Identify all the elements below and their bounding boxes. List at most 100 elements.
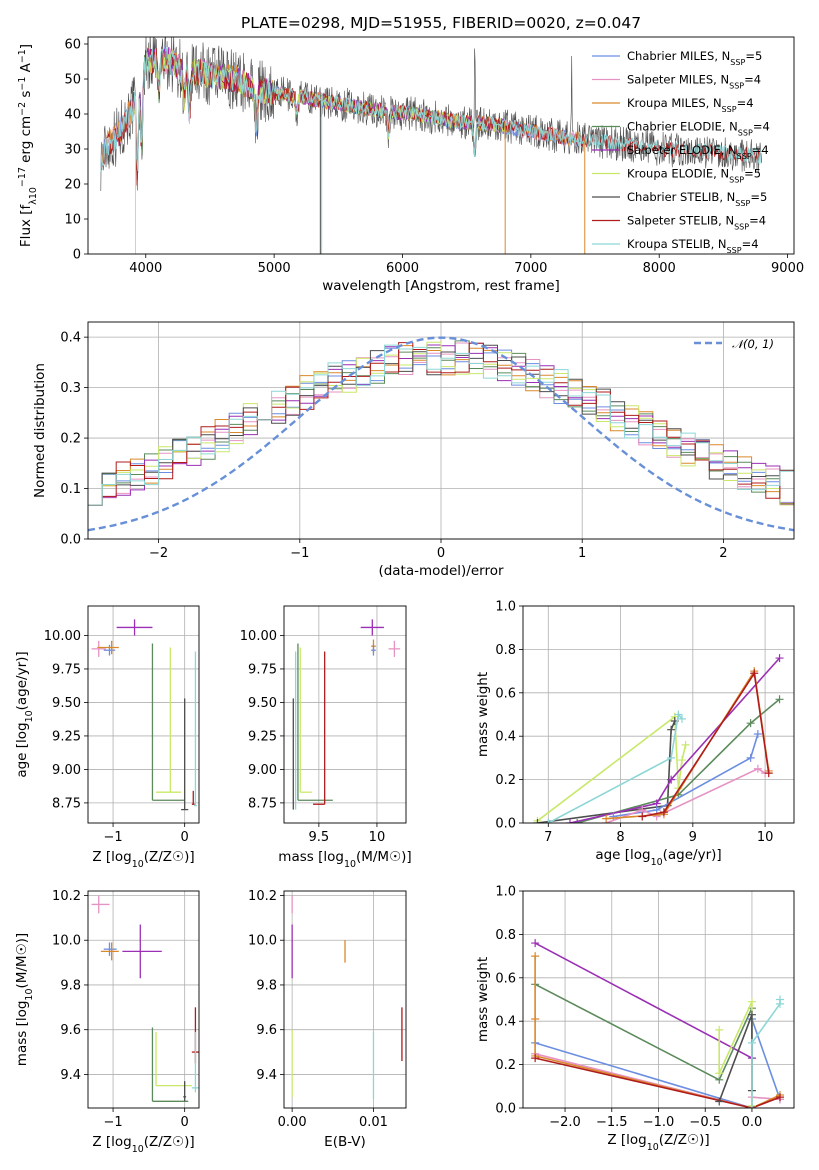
weight-marker	[715, 1097, 724, 1106]
y-axis-label: age [log10(age/yr)]	[14, 651, 35, 777]
y-tick-label: 10.2	[52, 889, 81, 904]
x-tick-label: −2	[149, 546, 168, 561]
legend-entry: Kroupa STELIB, NSSP=4	[627, 237, 759, 255]
weight-line	[534, 1053, 781, 1108]
y-tick-label: 0.2	[495, 1058, 516, 1073]
x-tick-label: 1	[578, 546, 586, 561]
y-tick-label: 9.8	[256, 978, 277, 993]
legend-entry: Kroupa MILES, NSSP=4	[627, 96, 754, 114]
legend-entry: Salpeter MILES, NSSP=4	[627, 73, 761, 91]
y-tick-label: 1.0	[495, 885, 516, 900]
x-tick-label: 0.01	[359, 1115, 388, 1130]
legend-entry: Salpeter ELODIE, NSSP=4	[627, 143, 769, 161]
weight-marker	[747, 1010, 756, 1019]
y-tick-label: 9.25	[52, 729, 81, 744]
y-tick-label: 9.75	[248, 662, 277, 677]
axes-frame	[87, 36, 795, 255]
legend: Chabrier MILES, NSSP=5 Salpeter MILES, NS…	[592, 49, 770, 255]
weight-marker	[775, 995, 784, 1004]
panel-age-vs-mass: 9.5 10 8.75 9.00 9.25 9.50 9.75 10.00 mass [log1…	[240, 605, 412, 870]
x-tick-label: 7000	[514, 261, 547, 276]
y-axis-label: Flux [fλ10−17 erg cm−2 s−1 A−1]	[17, 44, 39, 247]
weight-marker	[747, 1038, 756, 1047]
weight-marker	[677, 714, 686, 723]
x-axis-label: age [log10(age/yr)]	[595, 847, 721, 868]
x-axis-label: wavelength [Angstrom, rest frame]	[322, 278, 560, 294]
y-tick-label: 9.4	[60, 1068, 81, 1083]
panel-mass-vs-EBV: 0.00 0.01 9.4 9.6 9.8 10.0 10.2 E(B-V)	[248, 889, 407, 1150]
x-tick-label: −2.0	[549, 1115, 581, 1130]
x-axis-label: mass [log10(M/M☉)]	[278, 849, 411, 870]
x-tick-label: 0.0	[742, 1115, 763, 1130]
y-tick-label: 0.4	[495, 730, 516, 745]
gaussian-curve	[88, 336, 794, 532]
x-tick-label: 2	[719, 546, 727, 561]
y-tick-label: 9.50	[52, 696, 81, 711]
x-tick-label: −0.5	[689, 1115, 721, 1130]
y-tick-label: 0.8	[495, 928, 516, 943]
plot-area	[88, 336, 794, 532]
weight-marker	[746, 719, 755, 728]
weight-line	[605, 767, 766, 823]
legend-entry: Chabrier ELODIE, NSSP=4	[627, 120, 770, 138]
y-tick-label: 0.0	[495, 817, 516, 832]
axes-frame	[87, 890, 200, 1109]
plot-area	[292, 619, 401, 810]
weight-marker	[667, 753, 676, 762]
weight-marker	[659, 808, 668, 817]
y-tick-label: 10.2	[248, 889, 277, 904]
y-axis-label: Normed distribution	[32, 363, 48, 498]
weight-marker	[753, 730, 762, 739]
legend-entry: Kroupa ELODIE, NSSP=5	[627, 167, 761, 185]
weight-marker	[565, 819, 574, 823]
weight-marker	[531, 1054, 540, 1063]
x-tick-label: 9	[689, 830, 697, 845]
x-tick-label: 7	[544, 830, 552, 845]
axes-frame	[522, 605, 795, 824]
y-tick-label: 8.75	[248, 796, 277, 811]
x-tick-label: 5000	[258, 261, 291, 276]
y-tick-label: 0.6	[495, 686, 516, 701]
weight-marker	[609, 812, 618, 821]
y-tick-label: 0.6	[495, 971, 516, 986]
weight-marker	[674, 710, 683, 719]
x-tick-label: 10	[369, 830, 386, 845]
x-tick-label: 8000	[643, 261, 676, 276]
weight-line	[718, 1014, 753, 1102]
y-tick-label: 8.75	[52, 796, 81, 811]
weight-marker	[775, 695, 784, 704]
x-tick-label: −1	[290, 546, 309, 561]
weight-marker	[775, 1093, 784, 1102]
weight-marker	[531, 1015, 540, 1024]
weight-marker	[715, 1025, 724, 1034]
y-tick-label: 0.8	[495, 643, 516, 658]
chart-title: PLATE=0298, MJD=51955, FIBERID=0020, z=0…	[241, 14, 641, 32]
y-tick-label: 0.0	[495, 1102, 516, 1117]
axes-frame	[283, 890, 407, 1109]
plot-area	[91, 619, 197, 811]
histogram-series	[88, 342, 794, 506]
y-tick-label: 0.0	[60, 533, 81, 548]
panel-weight-vs-age: 7 8 9 10 0.0 0.2 0.4 0.6 0.8 1.0 age [log10(age/yr…	[475, 600, 795, 868]
weight-marker	[775, 654, 784, 663]
y-tick-label: 9.6	[256, 1023, 277, 1038]
weight-line	[537, 720, 676, 823]
legend-entry: Chabrier MILES, NSSP=5	[627, 49, 762, 67]
axes-frame	[283, 605, 407, 824]
weight-line	[547, 712, 683, 823]
x-tick-label: 8	[616, 830, 624, 845]
plot-area	[91, 895, 199, 1102]
x-tick-label: 9.5	[309, 830, 330, 845]
y-tick-label: 0.1	[60, 482, 81, 497]
y-tick-label: 9.00	[52, 763, 81, 778]
weight-marker	[750, 669, 759, 678]
histogram-series	[88, 344, 794, 506]
y-tick-label: 9.25	[248, 729, 277, 744]
weight-marker	[531, 952, 540, 961]
legend-entry: 𝒩(0, 1)	[732, 337, 774, 351]
x-tick-label: −1	[103, 830, 122, 845]
y-tick-label: 0.3	[60, 381, 81, 396]
weight-marker	[638, 812, 647, 821]
weight-marker	[747, 1104, 756, 1108]
y-tick-label: 40	[64, 108, 81, 123]
